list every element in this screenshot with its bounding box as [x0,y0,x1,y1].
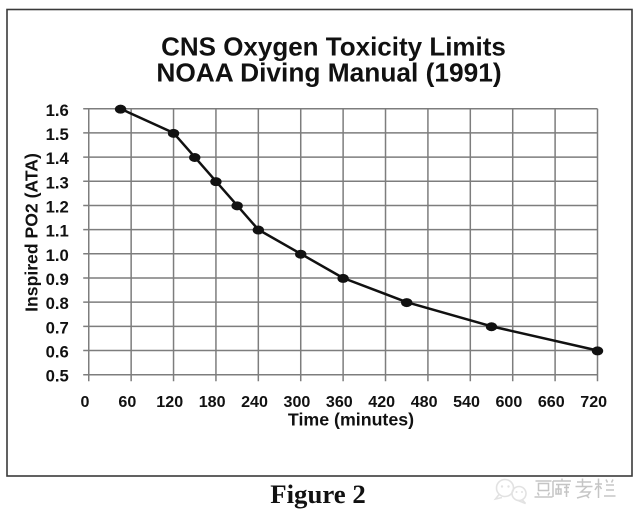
svg-text:240: 240 [241,393,268,411]
svg-text:Time (minutes): Time (minutes) [288,409,414,429]
svg-text:0: 0 [80,393,89,411]
svg-text:720: 720 [580,393,607,411]
svg-text:360: 360 [326,393,353,411]
svg-text:600: 600 [495,393,522,411]
svg-text:NOAA Diving Manual (1991): NOAA Diving Manual (1991) [156,58,501,88]
svg-text:540: 540 [453,393,480,411]
svg-text:1.2: 1.2 [46,197,69,216]
svg-text:1.1: 1.1 [46,222,69,241]
svg-text:Figure 2: Figure 2 [270,479,366,509]
svg-text:0.8: 0.8 [46,294,69,313]
svg-text:1.3: 1.3 [46,173,69,192]
svg-text:660: 660 [538,393,565,411]
svg-text:300: 300 [284,393,311,411]
svg-text:CNS Oxygen Toxicity Limits: CNS Oxygen Toxicity Limits [161,32,506,62]
svg-text:420: 420 [368,393,395,411]
svg-text:480: 480 [411,393,438,411]
svg-text:120: 120 [156,393,183,411]
svg-text:1.5: 1.5 [46,125,69,144]
svg-text:60: 60 [118,393,136,411]
svg-text:0.7: 0.7 [46,318,69,337]
svg-text:0.9: 0.9 [46,270,69,289]
svg-text:1.0: 1.0 [46,246,69,265]
svg-text:1.6: 1.6 [46,101,69,120]
svg-text:0.5: 0.5 [46,367,69,386]
svg-text:0.6: 0.6 [46,343,69,362]
svg-text:Inspired PO2 (ATA): Inspired PO2 (ATA) [22,153,42,312]
svg-text:180: 180 [199,393,226,411]
svg-text:1.4: 1.4 [46,149,70,168]
